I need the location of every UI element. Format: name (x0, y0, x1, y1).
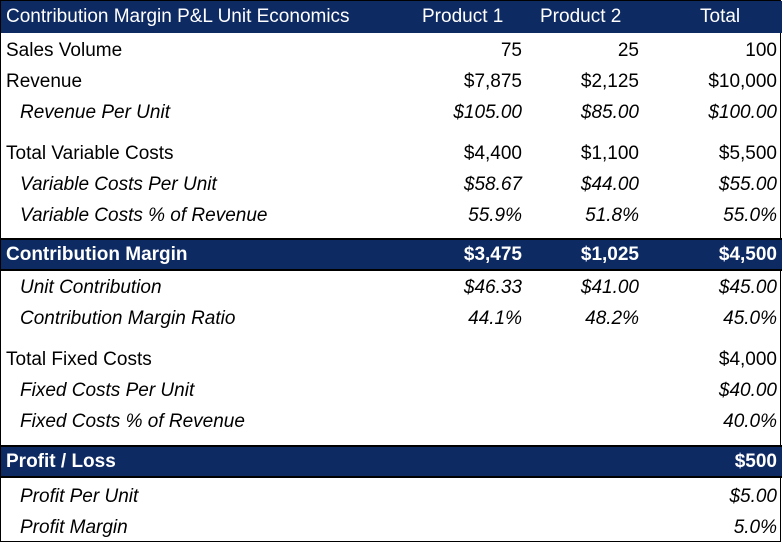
column-header-total: Total (700, 6, 741, 27)
column-header-product-2: Product 2 (540, 6, 622, 27)
cell-total: $4,000 (718, 349, 777, 370)
row-label: Profit Per Unit (20, 486, 139, 507)
cell-product-2: 51.8% (585, 205, 639, 226)
row-unit-contribution: Unit Contribution $46.33 $41.00 $45.00 (1, 274, 782, 302)
cell-total: $10,000 (708, 71, 777, 92)
cell-total: 100 (745, 40, 777, 61)
cell-total: $40.00 (718, 380, 777, 401)
cell-total: $100.00 (708, 102, 777, 123)
row-profit-loss: Profit / Loss $500 (1, 445, 782, 478)
row-sales-volume: Sales Volume 75 25 100 (1, 37, 782, 65)
cell-total: 45.0% (723, 308, 777, 329)
table-title: Contribution Margin P&L Unit Economics (6, 6, 350, 27)
cell-product-2: 25 (617, 40, 639, 61)
cell-product-2: $44.00 (580, 174, 639, 195)
cell-total: 5.0% (733, 517, 777, 538)
cell-product-1: $105.00 (453, 102, 522, 123)
row-label: Sales Volume (6, 40, 123, 61)
row-profit-margin: Profit Margin 5.0% (1, 514, 782, 542)
row-revenue: Revenue $7,875 $2,125 $10,000 (1, 68, 782, 96)
cell-product-1: 55.9% (468, 205, 522, 226)
cell-total: $4,500 (718, 244, 777, 265)
cell-product-2: $1,100 (580, 143, 639, 164)
cell-total: $500 (734, 451, 777, 472)
cell-product-2: $41.00 (580, 277, 639, 298)
cell-product-2: $85.00 (580, 102, 639, 123)
cell-product-1: 44.1% (468, 308, 522, 329)
row-label: Revenue (6, 71, 83, 92)
cell-total: $5.00 (729, 486, 777, 507)
row-total-variable-costs: Total Variable Costs $4,400 $1,100 $5,50… (1, 140, 782, 168)
row-label: Total Fixed Costs (6, 349, 152, 370)
cell-product-1: $46.33 (463, 277, 522, 298)
row-revenue-per-unit: Revenue Per Unit $105.00 $85.00 $100.00 (1, 99, 782, 127)
row-label: Unit Contribution (20, 277, 162, 298)
row-contribution-margin: Contribution Margin $3,475 $1,025 $4,500 (1, 238, 782, 271)
row-variable-costs-pct: Variable Costs % of Revenue 55.9% 51.8% … (1, 202, 782, 230)
cell-product-2: $1,025 (580, 244, 639, 265)
cell-product-1: $58.67 (463, 174, 522, 195)
cell-total: 55.0% (723, 205, 777, 226)
row-label: Profit Margin (20, 517, 128, 538)
cell-total: $5,500 (718, 143, 777, 164)
row-fixed-costs-pct: Fixed Costs % of Revenue 40.0% (1, 408, 782, 436)
row-label: Variable Costs Per Unit (20, 174, 217, 195)
cell-total: 40.0% (723, 411, 777, 432)
cell-product-1: $7,875 (463, 71, 522, 92)
header-row: Contribution Margin P&L Unit Economics P… (1, 1, 782, 33)
row-contribution-margin-ratio: Contribution Margin Ratio 44.1% 48.2% 45… (1, 305, 782, 333)
row-label: Fixed Costs % of Revenue (20, 411, 245, 432)
cell-product-2: $2,125 (580, 71, 639, 92)
row-label: Fixed Costs Per Unit (20, 380, 195, 401)
cell-product-1: $3,475 (463, 244, 522, 265)
column-header-product-1: Product 1 (422, 6, 504, 27)
row-label: Variable Costs % of Revenue (20, 205, 268, 226)
row-total-fixed-costs: Total Fixed Costs $4,000 (1, 346, 782, 374)
row-profit-per-unit: Profit Per Unit $5.00 (1, 483, 782, 511)
row-variable-costs-per-unit: Variable Costs Per Unit $58.67 $44.00 $5… (1, 171, 782, 199)
cell-product-1: $4,400 (463, 143, 522, 164)
row-fixed-costs-per-unit: Fixed Costs Per Unit $40.00 (1, 377, 782, 405)
cell-total: $45.00 (718, 277, 777, 298)
row-label: Revenue Per Unit (20, 102, 170, 123)
row-label: Profit / Loss (6, 451, 116, 472)
cell-product-2: 48.2% (585, 308, 639, 329)
cell-total: $55.00 (718, 174, 777, 195)
row-label: Contribution Margin (6, 244, 188, 265)
row-label: Contribution Margin Ratio (20, 308, 236, 329)
row-label: Total Variable Costs (6, 143, 174, 164)
cell-product-1: 75 (500, 40, 522, 61)
